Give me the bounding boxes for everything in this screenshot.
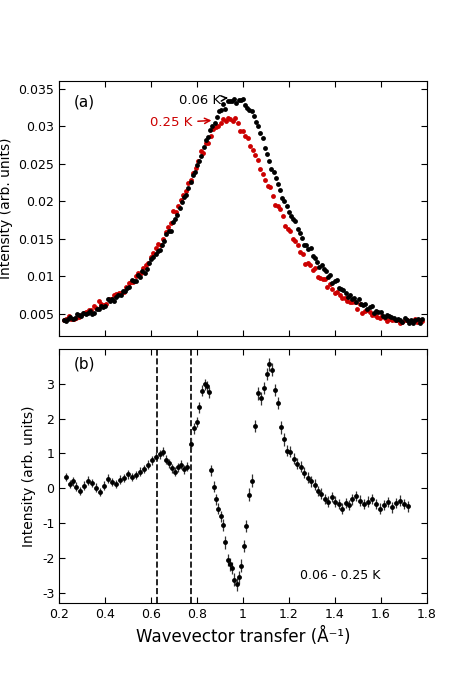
Text: 0.25 K: 0.25 K [150,117,210,129]
Y-axis label: Intensity (arb. units): Intensity (arb. units) [22,405,36,547]
X-axis label: Wavevector transfer (Å⁻¹): Wavevector transfer (Å⁻¹) [136,627,350,646]
Y-axis label: Intensity (arb. units): Intensity (arb. units) [0,138,13,279]
Text: (b): (b) [74,357,95,372]
Text: 0.06 K: 0.06 K [179,94,227,107]
Text: (a): (a) [74,94,95,109]
Text: 0.06 - 0.25 K: 0.06 - 0.25 K [301,569,381,582]
